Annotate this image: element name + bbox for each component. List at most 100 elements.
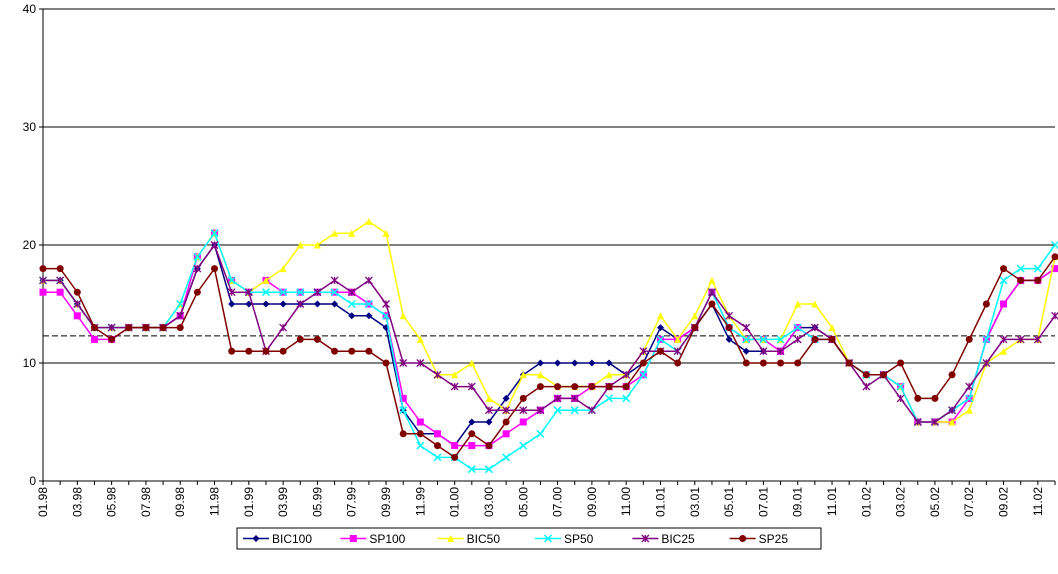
x-tick-label: 01.00: [448, 487, 462, 517]
x-tick-label: 11.98: [208, 487, 222, 516]
data-point: [73, 300, 82, 308]
data-point: [656, 347, 664, 355]
data-point: [1033, 335, 1042, 344]
data-point: [656, 324, 664, 332]
data-point: [434, 442, 442, 450]
data-point: [1034, 276, 1042, 284]
data-point: [759, 359, 767, 367]
data-point: [262, 276, 270, 284]
data-point: [176, 324, 184, 332]
data-point: [56, 276, 65, 285]
x-tick-label: 11.02: [1031, 487, 1045, 516]
data-point: [622, 370, 631, 379]
data-point: [519, 406, 528, 415]
data-point: [502, 394, 510, 402]
data-point: [725, 311, 734, 320]
x-tick-label: 03.01: [688, 487, 702, 517]
data-point: [536, 359, 544, 367]
data-point: [948, 418, 956, 426]
data-point: [570, 406, 579, 415]
data-point: [245, 347, 253, 355]
data-point: [828, 324, 836, 332]
data-point: [965, 406, 973, 414]
data-point: [227, 276, 236, 285]
data-point: [708, 276, 716, 284]
data-point: [468, 359, 476, 367]
x-tick-label: 09.00: [585, 487, 599, 517]
data-point: [879, 371, 887, 379]
x-tick-label: 07.02: [962, 487, 976, 517]
data-point: [536, 371, 544, 379]
data-point: [605, 359, 613, 367]
x-tick-label: 11.99: [413, 487, 427, 516]
data-point: [999, 276, 1008, 285]
data-point: [794, 359, 802, 367]
data-point: [56, 288, 64, 296]
data-point: [570, 394, 579, 403]
data-point: [365, 347, 373, 355]
data-point: [416, 359, 425, 367]
legend-marker: [641, 534, 650, 543]
data-point: [622, 394, 631, 403]
data-point: [142, 324, 150, 332]
data-point: [811, 335, 819, 343]
data-point: [451, 453, 459, 461]
data-point: [571, 383, 579, 391]
data-point: [519, 418, 527, 426]
data-point: [159, 324, 167, 332]
data-point: [365, 312, 373, 320]
legend-marker: [349, 535, 357, 542]
data-point: [553, 406, 562, 415]
x-tick-label: 11.01: [825, 487, 839, 516]
y-tick-label: 40: [23, 2, 37, 16]
data-point: [296, 288, 305, 297]
data-point: [725, 324, 733, 332]
data-point: [1000, 347, 1008, 355]
data-point: [468, 442, 476, 450]
data-point: [674, 359, 682, 367]
data-point: [347, 288, 356, 297]
data-point: [399, 312, 407, 320]
data-point: [588, 359, 596, 367]
data-point: [828, 335, 836, 343]
data-point: [553, 394, 562, 403]
data-point: [1051, 253, 1058, 261]
data-point: [228, 300, 236, 308]
data-point: [90, 335, 98, 343]
data-point: [759, 347, 768, 356]
data-point: [776, 335, 785, 344]
data-point: [347, 299, 356, 309]
x-tick-label: 09.98: [173, 487, 187, 517]
data-point: [467, 465, 476, 474]
data-point: [262, 347, 270, 355]
data-point: [965, 382, 974, 391]
data-point: [913, 418, 922, 426]
data-point: [450, 382, 459, 391]
data-point: [707, 288, 716, 297]
data-point: [73, 312, 81, 320]
data-point: [896, 382, 905, 391]
data-point: [502, 406, 511, 415]
y-tick-label: 20: [23, 238, 37, 252]
data-point: [331, 300, 339, 308]
data-point: [502, 418, 510, 426]
data-point: [519, 371, 527, 379]
x-tick-label: 05.00: [516, 487, 530, 517]
data-point: [364, 299, 373, 309]
data-point: [554, 359, 562, 367]
data-point: [228, 347, 236, 355]
data-point: [331, 347, 339, 355]
data-point: [587, 406, 596, 415]
legend-label: SP50: [564, 532, 594, 546]
legend-marker: [447, 535, 455, 542]
x-tick-label: 09.02: [997, 487, 1011, 517]
x-tick-label: 07.01: [756, 487, 770, 517]
legend-label: SP100: [369, 532, 405, 546]
data-point: [674, 335, 682, 343]
data-point: [485, 394, 493, 402]
x-tick-label: 05.98: [105, 487, 119, 517]
legend-marker: [252, 535, 260, 542]
data-point: [708, 300, 716, 308]
data-point: [39, 265, 47, 273]
legend-label: BIC50: [467, 532, 501, 546]
